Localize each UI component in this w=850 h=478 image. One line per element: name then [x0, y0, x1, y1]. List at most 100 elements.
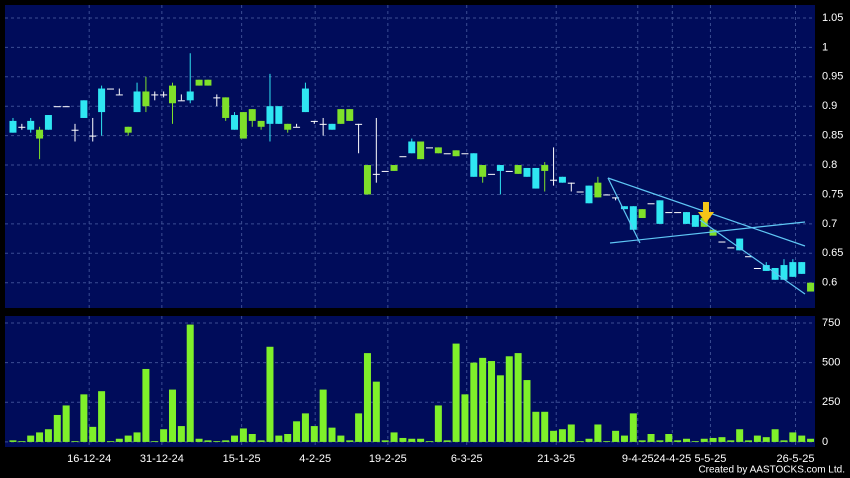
volume-bar [665, 433, 673, 442]
candle-body [550, 179, 558, 181]
volume-bar [718, 437, 726, 442]
volume-bar [488, 361, 496, 442]
candle-body [133, 91, 141, 113]
volume-bar [425, 441, 433, 442]
volume-bar [771, 429, 779, 442]
volume-bar [656, 440, 664, 442]
volume-bar [709, 437, 717, 442]
candle-body [231, 115, 239, 130]
volume-bar [576, 441, 584, 442]
candle-body [115, 94, 123, 96]
candle-body [124, 126, 132, 133]
volume-bar [310, 426, 318, 442]
volume-bar [98, 391, 106, 442]
y-tick-label: 0.85 [822, 130, 843, 142]
x-tick-label: 9-4-25 [622, 453, 654, 465]
x-tick-label: 6-3-25 [451, 453, 483, 465]
volume-bar [674, 440, 682, 442]
volume-bar [745, 440, 753, 442]
volume-bar [319, 389, 327, 442]
candle-body [142, 91, 150, 107]
candle-body [496, 165, 504, 171]
volume-bar [293, 421, 301, 442]
candle-body [44, 115, 52, 130]
candle-body [275, 106, 283, 124]
volume-bar [106, 441, 114, 442]
candle-body [408, 141, 416, 154]
volume-bar [239, 428, 247, 442]
candle-body [594, 182, 602, 198]
candle-body [505, 170, 513, 172]
candle-body [71, 129, 79, 131]
trend-line [607, 177, 641, 244]
arrow-head [698, 212, 714, 223]
volume-panel [5, 316, 815, 447]
volume-bar [629, 413, 637, 442]
candle-body [585, 185, 593, 204]
x-tick-label: 26-5-25 [777, 453, 815, 465]
candle-body [807, 282, 815, 292]
candle-body [18, 126, 26, 128]
candle-body [89, 135, 97, 137]
volume-bar [328, 427, 336, 442]
volume-bar [612, 430, 620, 442]
candle-body [53, 106, 61, 108]
candle-body [248, 109, 256, 121]
volume-bar [753, 435, 761, 442]
volume-bar [257, 440, 265, 442]
candle-body [461, 153, 469, 155]
candle-body [390, 165, 398, 171]
credit: Created by AASTOCKS.com Ltd. [698, 465, 845, 476]
candle-body [106, 88, 114, 90]
candle-body [479, 165, 487, 177]
candle-body [620, 206, 628, 210]
volume-bar [142, 368, 150, 442]
candle-body [98, 88, 106, 113]
candle-body [541, 165, 549, 171]
candle-body [523, 167, 531, 177]
volume-bar [186, 324, 194, 442]
y-tick-label: 0.95 [822, 71, 843, 83]
volume-bar [222, 440, 230, 442]
volume-bar [168, 389, 176, 442]
candle-body [36, 129, 44, 139]
volume-bar [523, 380, 531, 442]
volume-bar [124, 435, 132, 442]
candle-body [656, 200, 664, 224]
volume-bar [798, 435, 806, 442]
volume-bar [399, 437, 407, 442]
volume-bar [638, 440, 646, 442]
candle-body [310, 120, 318, 122]
y-tick-label: 0.6 [822, 277, 837, 289]
candle-body [514, 165, 522, 174]
candle-body [168, 85, 176, 104]
candle-body [301, 88, 309, 113]
y-tick-label: 1.05 [822, 12, 843, 24]
volume-bar [585, 438, 593, 442]
volume-bar [213, 441, 221, 442]
x-tick-label: 31-12-24 [140, 453, 184, 465]
volume-bar [514, 353, 522, 442]
volume-bar [248, 433, 256, 442]
candle-body [736, 238, 744, 251]
candle-body [434, 147, 442, 154]
volume-bar [355, 413, 363, 442]
volume-bar [337, 435, 345, 442]
candle-body [284, 123, 292, 130]
volume-bar [567, 424, 575, 442]
x-tick-label: 21-3-25 [537, 453, 575, 465]
candle-body [266, 106, 274, 124]
candle-body [558, 176, 566, 183]
volume-bar [160, 429, 168, 442]
candle-body [186, 91, 194, 101]
volume-bar [275, 435, 283, 442]
candle-body [576, 191, 584, 193]
candle-body [603, 194, 611, 196]
volume-bar [807, 438, 815, 442]
candle-body [239, 112, 247, 139]
volume-bar [479, 357, 487, 442]
candle-body [319, 123, 327, 125]
candle-body [647, 203, 655, 205]
volume-bar [594, 424, 602, 442]
candle-body [151, 94, 159, 96]
